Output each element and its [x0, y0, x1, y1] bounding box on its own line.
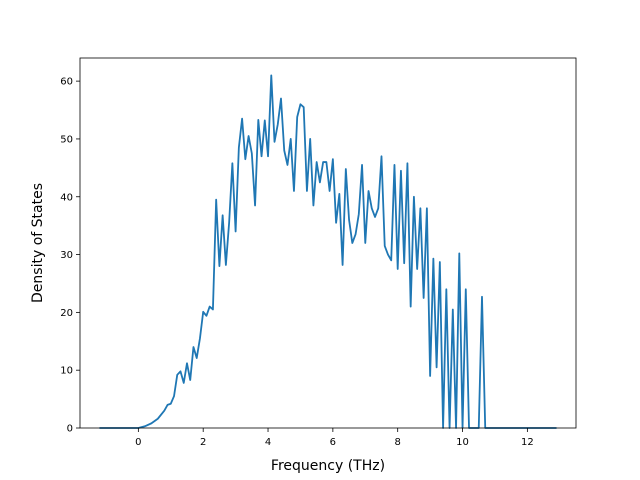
x-tick-label: 6 [330, 437, 336, 448]
y-tick-label: 60 [60, 77, 73, 88]
y-tick-label: 20 [60, 308, 73, 319]
x-tick-label: 10 [456, 437, 469, 448]
y-tick-label: 0 [67, 424, 73, 435]
x-axis-label: Frequency (THz) [271, 458, 385, 474]
x-tick-label: 4 [265, 437, 271, 448]
y-tick-label: 40 [60, 192, 73, 203]
y-axis-label: Density of States [30, 183, 46, 303]
x-tick-label: 8 [395, 437, 401, 448]
series-layer [99, 74, 557, 429]
x-tick-label: 2 [200, 437, 206, 448]
x-tick-label: 12 [521, 437, 534, 448]
y-tick-label: 10 [60, 366, 73, 377]
y-axis-ticks: 0 10 20 30 40 50 60 [60, 77, 80, 435]
x-axis-ticks: 0 2 4 6 8 10 12 [135, 428, 534, 448]
dos-series-line [99, 74, 557, 429]
axes-frame [79, 57, 577, 429]
y-tick-label: 50 [60, 134, 73, 145]
x-tick-label: 0 [135, 437, 141, 448]
y-tick-label: 30 [60, 250, 73, 261]
